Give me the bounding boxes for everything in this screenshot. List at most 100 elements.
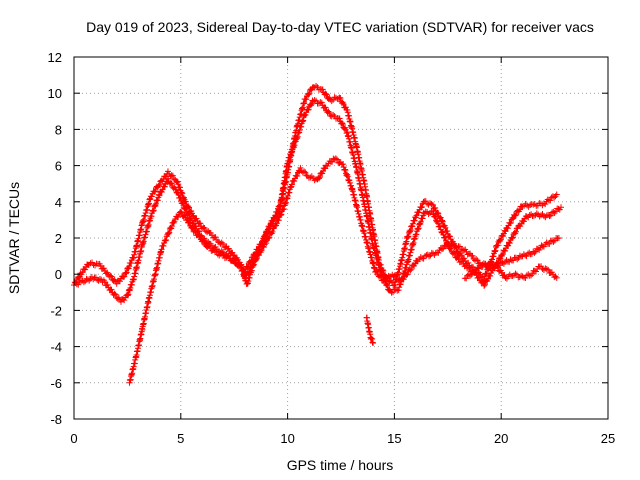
data-point [301, 168, 308, 175]
data-point [242, 274, 249, 281]
data-point [213, 248, 220, 255]
data-point [413, 231, 420, 238]
data-point [444, 241, 451, 248]
data-point [506, 258, 513, 265]
data-point [177, 208, 184, 215]
data-point [176, 184, 183, 191]
data-point [481, 281, 488, 288]
data-point [212, 234, 219, 241]
data-point [164, 175, 171, 182]
data-point [467, 272, 474, 279]
data-point [543, 266, 550, 273]
y-tick-label: 8 [55, 122, 62, 137]
data-point [286, 154, 293, 161]
data-point [439, 218, 446, 225]
data-point [316, 174, 323, 181]
data-point [288, 149, 295, 156]
data-point [153, 200, 160, 207]
data-point [223, 254, 230, 261]
data-point [299, 118, 306, 125]
data-point [313, 82, 320, 89]
data-point [322, 104, 329, 111]
x-tick-label: 10 [280, 431, 294, 446]
data-point [200, 224, 207, 231]
data-point [336, 115, 343, 122]
data-point [405, 233, 412, 240]
data-point [96, 276, 103, 283]
data-point [512, 212, 519, 219]
data-point [250, 261, 257, 268]
data-point [258, 247, 265, 254]
data-point [325, 108, 332, 115]
data-point [411, 217, 418, 224]
data-point [512, 270, 519, 277]
data-point [446, 243, 453, 250]
data-point [506, 271, 513, 278]
y-tick-label: 10 [48, 86, 62, 101]
data-point [121, 297, 128, 304]
data-point [150, 207, 157, 214]
data-point [533, 210, 540, 217]
data-point [407, 227, 414, 234]
data-point [341, 166, 348, 173]
data-point [370, 339, 377, 346]
data-point [547, 197, 554, 204]
data-point [383, 281, 390, 288]
data-point [98, 276, 105, 283]
data-point [100, 265, 107, 272]
data-point [317, 99, 324, 106]
data-point [289, 148, 296, 155]
data-point [336, 94, 343, 101]
data-point [155, 182, 162, 189]
data-point [458, 252, 465, 259]
data-point [263, 240, 270, 247]
data-point [193, 215, 200, 222]
data-point [179, 190, 186, 197]
data-point [285, 157, 292, 164]
data-point [154, 197, 161, 204]
data-point [516, 206, 523, 213]
data-point [377, 274, 384, 281]
data-point [116, 278, 123, 285]
data-point [512, 228, 519, 235]
data-point [435, 220, 442, 227]
data-point [160, 242, 167, 249]
data-point [286, 189, 293, 196]
data-point [555, 235, 562, 241]
data-point [394, 287, 401, 294]
data-point [182, 206, 189, 213]
data-point [486, 261, 493, 268]
y-tick-label: 12 [48, 50, 62, 65]
data-point [501, 272, 508, 279]
data-point [339, 121, 346, 128]
data-point [299, 118, 306, 125]
y-tick-label: 4 [55, 195, 62, 210]
data-point [342, 167, 349, 174]
data-point [368, 335, 375, 342]
data-point [344, 173, 351, 180]
data-point [126, 263, 133, 270]
data-point [415, 226, 422, 233]
data-point [302, 169, 309, 176]
data-point [287, 184, 294, 191]
data-point [545, 266, 552, 273]
x-tick-label: 15 [387, 431, 401, 446]
data-point [507, 256, 514, 263]
data-point [166, 229, 173, 236]
data-point [552, 273, 559, 280]
data-point [514, 256, 521, 263]
data-point [516, 274, 523, 281]
data-point [369, 339, 376, 346]
data-point [409, 223, 416, 230]
data-point [175, 181, 182, 188]
data-point [122, 270, 129, 277]
data-point [476, 274, 483, 281]
data-point [546, 240, 553, 247]
data-point [499, 251, 506, 258]
data-point [305, 106, 312, 113]
data-point [479, 263, 486, 270]
data-point [212, 243, 219, 250]
data-point [456, 243, 463, 250]
data-point [396, 284, 403, 291]
